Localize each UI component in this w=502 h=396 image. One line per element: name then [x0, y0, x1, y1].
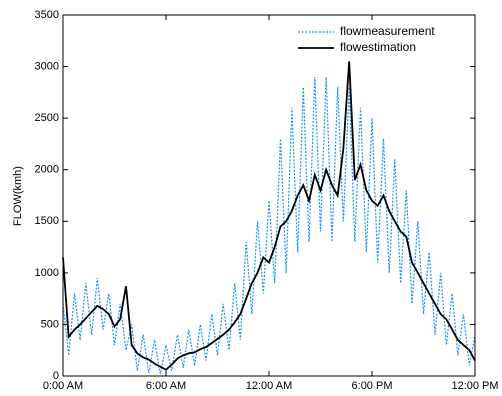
y-tick-label: 3500 [35, 9, 59, 21]
x-tick-label: 6:00 PM [352, 380, 393, 392]
y-tick-label: 2000 [35, 164, 59, 176]
y-tick-label: 500 [41, 318, 59, 330]
legend-label: flowmeasurement [340, 24, 435, 38]
y-axis-label: FLOW(kmh) [12, 166, 24, 226]
x-tick-label: 6:00 AM [146, 380, 186, 392]
y-tick-label: 1000 [35, 267, 59, 279]
x-tick-label: 12:00 AM [246, 380, 292, 392]
y-tick-label: 1500 [35, 215, 59, 227]
y-tick-label: 2500 [35, 112, 59, 124]
x-tick-label: 0:00 AM [43, 380, 83, 392]
x-tick-label: 12:00 PM [451, 380, 498, 392]
line-series [62, 76, 476, 375]
plot-area [63, 15, 475, 376]
legend-label: flowestimation [340, 40, 416, 54]
axes-frame [62, 14, 476, 377]
y-tick-label: 3000 [35, 60, 59, 72]
line-series [62, 61, 476, 371]
y-tick-label: 0 [53, 370, 59, 382]
